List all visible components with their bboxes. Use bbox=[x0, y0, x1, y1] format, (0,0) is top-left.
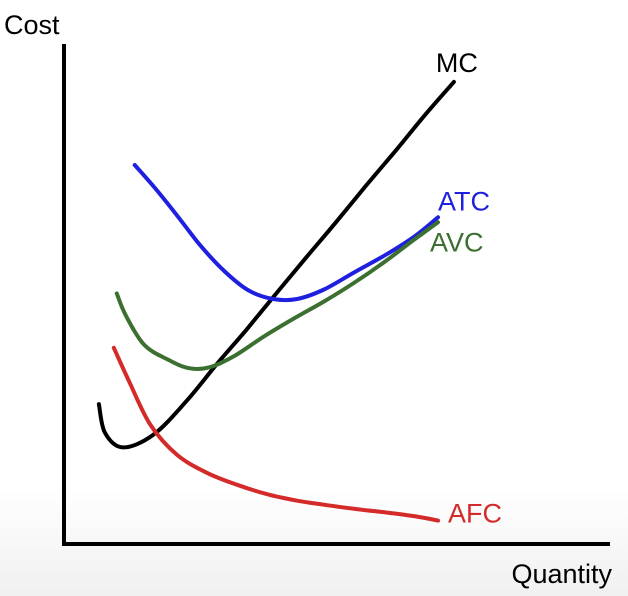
mc-curve bbox=[96, 79, 456, 450]
avc-curve bbox=[114, 220, 440, 371]
afc-curve bbox=[111, 345, 440, 523]
x-axis-title: Quantity bbox=[511, 559, 612, 589]
axes bbox=[62, 44, 610, 546]
y-axis-title: Cost bbox=[4, 10, 60, 40]
atc-curve bbox=[132, 163, 440, 303]
mc-label: MC bbox=[436, 48, 478, 78]
afc-label: AFC bbox=[448, 499, 502, 529]
atc-label: ATC bbox=[438, 186, 490, 216]
series-labels: MC ATC AVC AFC bbox=[430, 48, 502, 529]
series-layer bbox=[96, 79, 456, 523]
avc-label: AVC bbox=[430, 227, 484, 257]
